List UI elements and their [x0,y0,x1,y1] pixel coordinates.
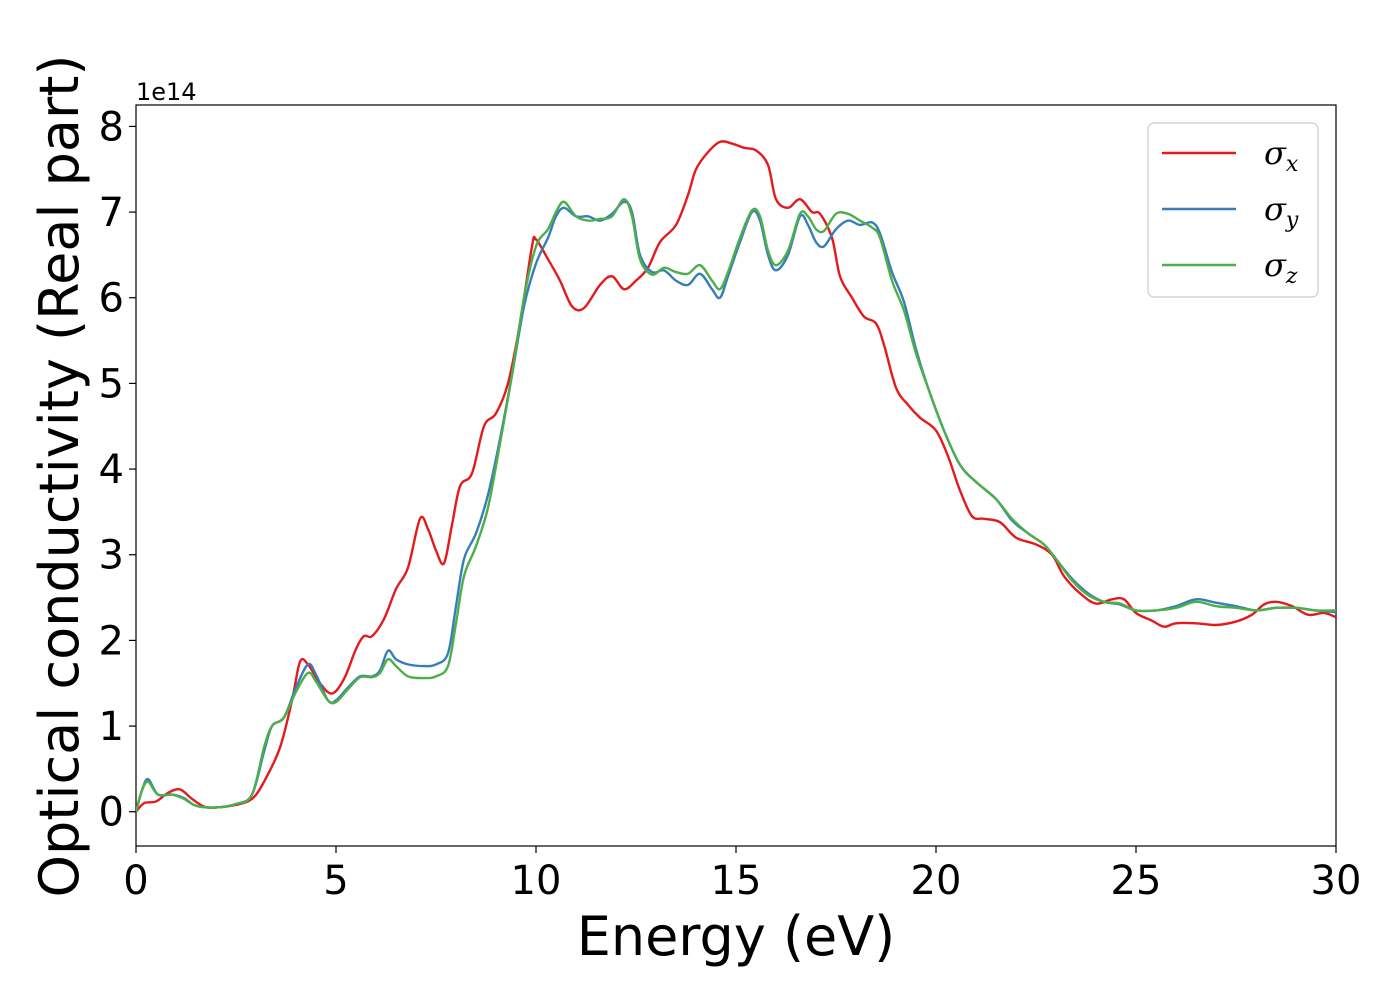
x-axis-ticks: 0 5 10 15 20 25 30 [123,846,1361,904]
y-tick-label: 8 [99,104,124,150]
legend-label-x: σx [1264,134,1299,177]
x-tick-label: 15 [711,858,762,904]
y-tick-label: 1 [99,704,124,750]
y-tick-label: 3 [99,533,124,579]
x-tick-label: 5 [323,858,348,904]
y-tick-label: 7 [99,190,124,236]
legend: σx σy σz [1147,122,1319,298]
series-line-z [136,198,1336,813]
y-tick-label: 6 [99,276,124,322]
y-tick-label: 2 [99,618,124,664]
series-layer [136,140,1336,813]
x-tick-label: 0 [123,858,148,904]
y-axis-label: Optical conductivity (Real part) [28,55,91,898]
y-axis-ticks: 0 1 2 3 4 5 6 7 8 [99,104,136,836]
series-line-x [136,140,1336,813]
y-tick-label: 4 [99,447,124,493]
x-tick-label: 10 [511,858,562,904]
x-tick-label: 20 [911,858,962,904]
y-tick-label: 0 [99,790,124,836]
x-axis-label: Energy (eV) [577,905,896,968]
legend-label-z: σz [1264,246,1298,289]
y-offset-label: 1e14 [136,78,197,106]
x-tick-label: 30 [1311,858,1362,904]
y-tick-label: 5 [99,361,124,407]
x-tick-label: 25 [1111,858,1162,904]
legend-label-y: σy [1264,190,1299,233]
